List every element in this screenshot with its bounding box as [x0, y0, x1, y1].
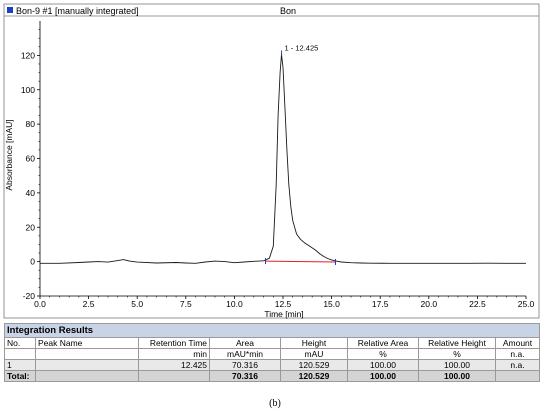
y-tick-label: -20: [23, 291, 36, 301]
cell-height: 120.529: [280, 359, 348, 371]
total-retention-time: [138, 370, 210, 382]
y-tick-label: 100: [21, 85, 35, 95]
col-header-height: Height: [280, 337, 348, 349]
y-tick-label: 80: [26, 119, 36, 129]
x-tick-label: 20.0: [421, 299, 438, 309]
x-tick-label: 10.0: [226, 299, 243, 309]
unit-height: mAU: [280, 348, 348, 360]
y-tick-label: 20: [26, 222, 36, 232]
x-tick-label: 7.5: [180, 299, 192, 309]
y-axis-label: Absorbance [mAU]: [4, 119, 14, 190]
table-title-row: Integration Results: [4, 323, 540, 338]
y-tick-label: 40: [26, 188, 36, 198]
cell-no: 1: [4, 359, 36, 371]
total-relative-height: 100.00: [418, 370, 496, 382]
col-header-area: Area: [209, 337, 281, 349]
total-amount: [495, 370, 540, 382]
y-tick-label: 0: [30, 257, 35, 267]
chromatogram-chart: Bon-9 #1 [manually integrated] Bon Absor…: [3, 3, 540, 319]
total-relative-area: 100.00: [347, 370, 419, 382]
table-title: Integration Results: [4, 323, 540, 338]
cell-relative-height: 100.00: [418, 359, 496, 371]
x-tick-label: 15.0: [323, 299, 340, 309]
integration-baseline: [265, 260, 336, 263]
x-tick-label: 17.5: [372, 299, 389, 309]
unit-retention-time: min: [138, 348, 210, 360]
col-header-no: No.: [4, 337, 36, 349]
total-peak-name: [35, 370, 139, 382]
cell-amount: n.a.: [495, 359, 540, 371]
cell-area: 70.316: [209, 359, 281, 371]
cell-peak-name: [35, 359, 139, 371]
cell-relative-area: 100.00: [347, 359, 419, 371]
header-run-label: Bon-9 #1 [manually integrated]: [16, 6, 139, 16]
total-label: Total:: [4, 370, 36, 382]
chart-frame: [3, 3, 540, 319]
x-tick-label: 25.0: [518, 299, 535, 309]
table-units-row: min mAU*min mAU % % n.a.: [4, 348, 540, 360]
x-axis-label: Time [min]: [264, 309, 303, 319]
x-tick-label: 5.0: [131, 299, 143, 309]
x-tick-label: 0.0: [34, 299, 46, 309]
table-header-row: No. Peak Name Retention Time Area Height…: [4, 337, 540, 349]
y-tick-label: 120: [21, 50, 35, 60]
total-height: 120.529: [280, 370, 348, 382]
col-header-retention-time: Retention Time: [138, 337, 210, 349]
axes: 0.0 2.5 5.0 7.5 10.0 12.5 15.0 17.5 20.0 22.5 25.0…: [21, 21, 535, 309]
col-header-relative-height: Relative Height: [418, 337, 496, 349]
chromatogram-trace: [40, 54, 526, 264]
header-swatch: [7, 7, 13, 13]
cell-retention-time: 12.425: [138, 359, 210, 371]
col-header-peak-name: Peak Name: [35, 337, 139, 349]
integration-results-table: Integration Results No. Peak Name Retent…: [4, 323, 540, 382]
unit-area: mAU*min: [209, 348, 281, 360]
chart-title: Bon: [280, 6, 296, 16]
col-header-relative-area: Relative Area: [347, 337, 419, 349]
unit-relative-area: %: [347, 348, 419, 360]
unit-relative-height: %: [418, 348, 496, 360]
x-tick-label: 12.5: [275, 299, 292, 309]
y-tick-label: 60: [26, 154, 36, 164]
total-area: 70.316: [209, 370, 281, 382]
col-header-amount: Amount: [495, 337, 540, 349]
peak-label: 1 - 12.425: [285, 43, 319, 52]
table-total-row: Total: 70.316 120.529 100.00 100.00: [4, 370, 540, 382]
plot-area: 1 - 12.425: [40, 43, 526, 265]
unit-peak-name: [35, 348, 139, 360]
unit-amount: n.a.: [495, 348, 540, 360]
unit-no: [4, 348, 36, 360]
table-row: 1 12.425 70.316 120.529 100.00 100.00 n.…: [4, 359, 540, 371]
x-tick-label: 22.5: [469, 299, 486, 309]
x-tick-label: 2.5: [83, 299, 95, 309]
figure-caption: (b): [269, 398, 281, 409]
